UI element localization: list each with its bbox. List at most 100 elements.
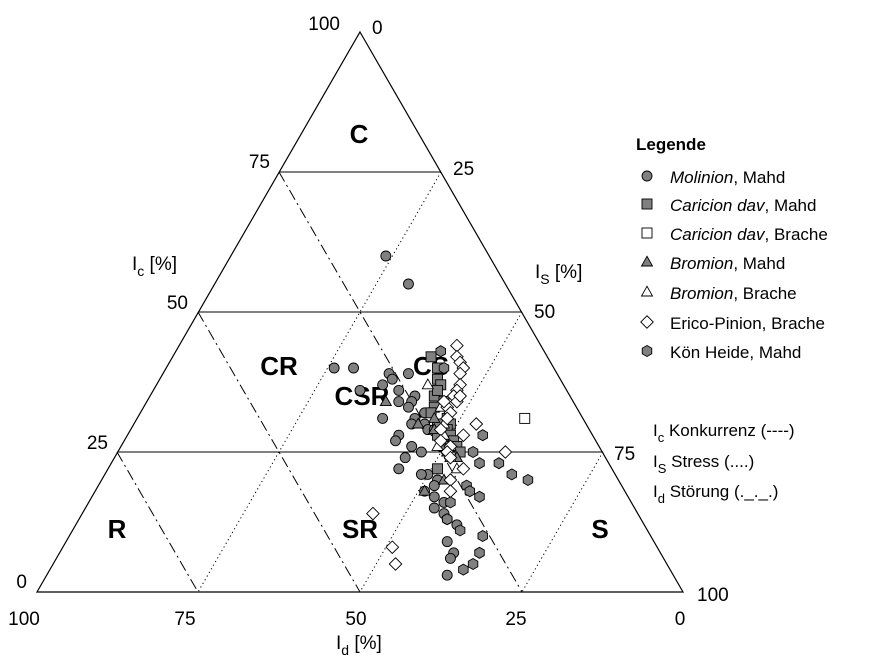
point-hexagon-6-8 (464, 485, 476, 498)
point-circle-0-26 (390, 435, 401, 447)
point-diamond-5-23 (437, 394, 451, 409)
point-hexagon-6-5 (506, 468, 518, 481)
ic-tick-0: 0 (16, 572, 27, 593)
legend-marker-square-1 (641, 198, 653, 210)
point-circle-0-6 (377, 379, 389, 391)
strategy-key-stress: IS Stress (....) (653, 452, 754, 476)
ic-tick-25: 25 (87, 433, 108, 454)
legend-entry-4: Bromion, Brache (670, 284, 797, 303)
point-hexagon-6-12 (454, 524, 466, 537)
point-circle-0-17 (406, 440, 418, 452)
strategy-key-competition: Ic Konkurrenz (----) (653, 421, 795, 445)
point-diamond-5-19 (443, 484, 458, 499)
is-tick-0: 0 (372, 18, 383, 39)
point-hexagon-6-13 (474, 546, 485, 559)
point-diamond-5-22 (456, 428, 471, 443)
legend-entry-2: Caricion dav, Brache (670, 225, 828, 244)
ic-tick-100: 100 (308, 14, 340, 35)
point-circle-0-38 (428, 502, 440, 514)
ic-axis-label: Ic [%] (132, 254, 177, 279)
point-hexagon-6-14 (467, 557, 479, 571)
point-circle-0-15 (403, 401, 414, 413)
legend-entry-6: Kön Heide, Mahd (670, 343, 801, 362)
point-hexagon-6-0 (435, 345, 446, 358)
ic-tick-50: 50 (167, 293, 188, 314)
legend-marker-diamond-5 (640, 315, 654, 329)
data-points (328, 250, 534, 581)
point-circle-0-25 (377, 412, 389, 424)
id-axis-label: Id [%] (336, 633, 382, 658)
legend: Legende Molinion, Mahd Caricion dav, Mah… (636, 135, 828, 362)
id-tick-100: 100 (8, 609, 40, 630)
region-label-r: R (108, 514, 127, 544)
point-circle-0-40 (393, 396, 405, 408)
legend-entry-1: Caricion dav, Mahd (670, 196, 816, 215)
point-hexagon-6-11 (477, 529, 488, 543)
strategy-key-disturbance: Id Störung (._._.) (653, 482, 778, 506)
point-hexagon-6-4 (493, 457, 505, 470)
point-circle-0-24 (415, 468, 427, 480)
point-diamond-5-24 (366, 506, 380, 521)
point-circle-0-18 (415, 446, 427, 458)
point-diamond-5-17 (456, 461, 471, 476)
point-hexagon-6-2 (467, 445, 479, 459)
ic-tick-75: 75 (249, 152, 270, 173)
legend-marker-triangle-3 (640, 255, 654, 267)
point-triangle-4-0 (421, 378, 435, 390)
is-gridline-50 (359, 311, 523, 593)
point-circle-0-36 (441, 569, 453, 581)
is-tick-25: 25 (453, 159, 474, 180)
point-circle-0-39 (354, 384, 366, 396)
legend-entry-0: Molinion, Mahd (670, 168, 785, 187)
legend-title: Legende (636, 135, 706, 154)
is-axis-label: IS [%] (535, 262, 582, 287)
id-tick-0: 0 (675, 609, 686, 630)
point-circle-0-27 (393, 463, 405, 475)
legend-marker-hexagon-6 (641, 344, 653, 358)
id-gridline-25 (116, 451, 199, 593)
point-diamond-5-27 (453, 389, 468, 403)
point-square-1-0 (425, 351, 437, 363)
point-hexagon-6-6 (522, 473, 534, 487)
point-circle-0-14 (393, 384, 405, 396)
point-hexagon-6-16 (474, 490, 485, 503)
is-gridline-25 (197, 171, 442, 593)
point-circle-0-13 (386, 373, 398, 385)
point-hexagon-6-9 (445, 496, 456, 509)
legend-marker-triangle-4 (640, 285, 654, 297)
legend-marker-circle-0 (641, 170, 653, 182)
is-tick-75: 75 (614, 444, 635, 465)
id-gridline-75 (278, 171, 523, 593)
strategy-key: Ic Konkurrenz (----) IS Stress (....) Id… (653, 421, 795, 506)
point-diamond-5-11 (440, 411, 455, 426)
point-circle-0-37 (428, 491, 440, 503)
is-gridline-75 (521, 451, 604, 593)
point-square-1-19 (432, 384, 443, 396)
point-triangle-3-8 (411, 417, 425, 429)
point-square-1-14 (432, 463, 443, 475)
point-circle-0-33 (441, 536, 453, 548)
point-diamond-5-21 (469, 417, 484, 431)
point-circle-0-5 (403, 368, 414, 380)
id-tick-50: 50 (345, 609, 366, 630)
point-circle-0-2 (328, 362, 340, 374)
region-label-cr: CR (260, 351, 298, 381)
is-tick-100: 100 (697, 585, 729, 606)
point-circle-0-21 (428, 480, 440, 492)
point-hexagon-6-17 (477, 429, 488, 442)
point-circle-0-22 (399, 452, 411, 464)
chart-frame (35, 30, 685, 593)
point-circle-0-35 (444, 552, 456, 564)
point-square-2-0 (519, 412, 531, 424)
legend-entry-5: Erico-Pinion, Brache (670, 314, 825, 333)
point-triangle-3-1 (428, 411, 441, 423)
point-diamond-5-26 (388, 557, 403, 571)
point-hexagon-6-15 (458, 563, 469, 576)
point-diamond-5-16 (443, 450, 458, 465)
point-hexagon-6-1 (438, 361, 450, 375)
point-diamond-5-13 (433, 433, 448, 448)
id-tick-75: 75 (174, 609, 195, 630)
id-tick-25: 25 (505, 609, 526, 630)
point-diamond-5-20 (498, 445, 513, 459)
